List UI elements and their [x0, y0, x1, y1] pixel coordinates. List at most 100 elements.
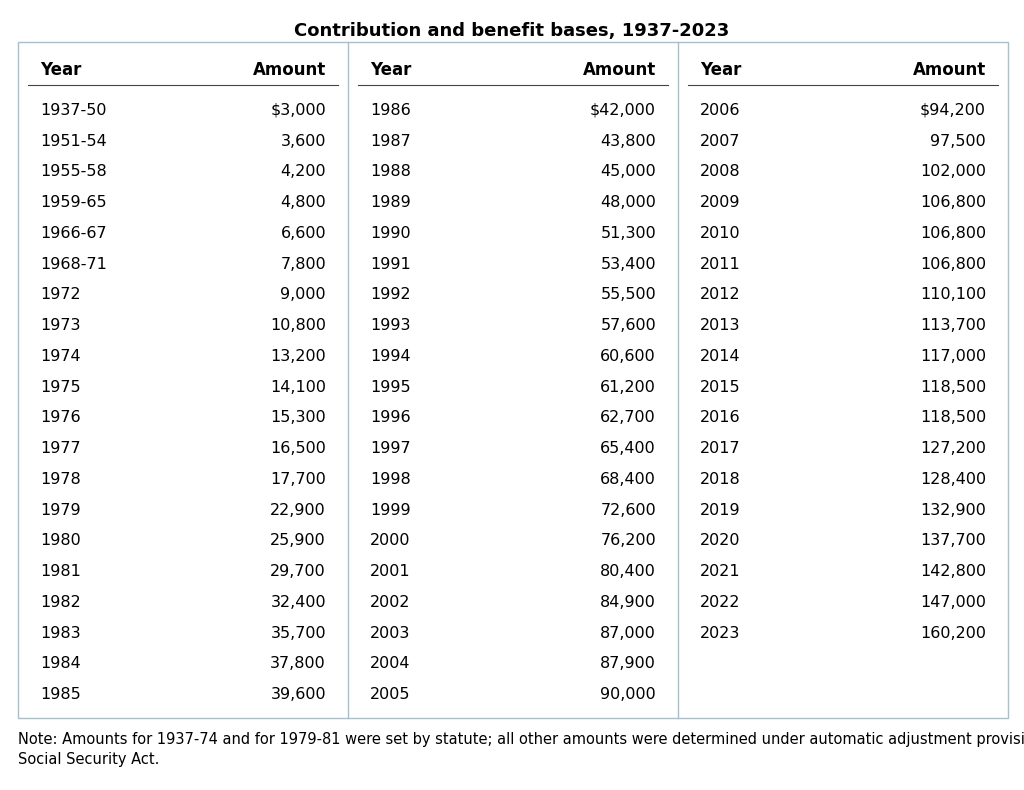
Text: 118,500: 118,500 [920, 380, 986, 395]
Text: 3,600: 3,600 [281, 134, 326, 149]
Text: 2015: 2015 [700, 380, 740, 395]
Text: 32,400: 32,400 [270, 595, 326, 610]
Text: 137,700: 137,700 [921, 533, 986, 548]
Text: 35,700: 35,700 [270, 626, 326, 641]
Text: Amount: Amount [583, 61, 656, 79]
Text: 13,200: 13,200 [270, 349, 326, 364]
Text: 68,400: 68,400 [600, 472, 656, 487]
Text: 43,800: 43,800 [600, 134, 656, 149]
Text: 1968-71: 1968-71 [40, 257, 106, 272]
Text: 84,900: 84,900 [600, 595, 656, 610]
Text: Year: Year [370, 61, 412, 79]
Text: 51,300: 51,300 [600, 226, 656, 241]
Text: $94,200: $94,200 [920, 103, 986, 118]
Text: 1988: 1988 [370, 164, 411, 179]
Text: 4,800: 4,800 [281, 195, 326, 210]
Text: 60,600: 60,600 [600, 349, 656, 364]
Text: 142,800: 142,800 [920, 564, 986, 579]
Text: 1995: 1995 [370, 380, 411, 395]
Text: 1980: 1980 [40, 533, 81, 548]
Text: 1976: 1976 [40, 410, 81, 425]
Text: 1993: 1993 [370, 318, 411, 333]
Text: 37,800: 37,800 [270, 656, 326, 672]
Text: 48,000: 48,000 [600, 195, 656, 210]
Text: 2016: 2016 [700, 410, 740, 425]
Text: 90,000: 90,000 [600, 687, 656, 702]
Text: 22,900: 22,900 [270, 502, 326, 517]
Text: 2008: 2008 [700, 164, 740, 179]
Text: 2005: 2005 [370, 687, 411, 702]
Text: Social Security Act.: Social Security Act. [18, 752, 160, 767]
Text: 113,700: 113,700 [920, 318, 986, 333]
Text: 39,600: 39,600 [270, 687, 326, 702]
Text: 29,700: 29,700 [270, 564, 326, 579]
Text: 160,200: 160,200 [920, 626, 986, 641]
Text: 147,000: 147,000 [920, 595, 986, 610]
Text: 9,000: 9,000 [281, 288, 326, 303]
Text: 53,400: 53,400 [600, 257, 656, 272]
Text: 2010: 2010 [700, 226, 740, 241]
Text: 7,800: 7,800 [281, 257, 326, 272]
Text: $42,000: $42,000 [590, 103, 656, 118]
Text: 132,900: 132,900 [921, 502, 986, 517]
Text: 2023: 2023 [700, 626, 740, 641]
Bar [18, 42, 1008, 718]
Text: 1986: 1986 [370, 103, 411, 118]
Text: 2001: 2001 [370, 564, 411, 579]
Text: 1951-54: 1951-54 [40, 134, 106, 149]
Text: 128,400: 128,400 [920, 472, 986, 487]
Text: 6,600: 6,600 [281, 226, 326, 241]
Text: 2014: 2014 [700, 349, 740, 364]
Text: 1991: 1991 [370, 257, 411, 272]
Text: 110,100: 110,100 [920, 288, 986, 303]
Text: 1987: 1987 [370, 134, 411, 149]
Text: 2002: 2002 [370, 595, 411, 610]
Text: 1937-50: 1937-50 [40, 103, 106, 118]
Text: 1955-58: 1955-58 [40, 164, 106, 179]
Text: 87,900: 87,900 [600, 656, 656, 672]
Text: 2011: 2011 [700, 257, 740, 272]
Text: 1977: 1977 [40, 441, 81, 456]
Text: 1975: 1975 [40, 380, 81, 395]
Text: 1996: 1996 [370, 410, 411, 425]
Text: 1997: 1997 [370, 441, 411, 456]
Text: 10,800: 10,800 [270, 318, 326, 333]
Text: 87,000: 87,000 [600, 626, 656, 641]
Text: 72,600: 72,600 [600, 502, 656, 517]
Text: 45,000: 45,000 [600, 164, 656, 179]
Text: 2013: 2013 [700, 318, 740, 333]
Text: 2022: 2022 [700, 595, 740, 610]
Text: 1983: 1983 [40, 626, 81, 641]
Text: Amount: Amount [253, 61, 326, 79]
Text: Year: Year [700, 61, 741, 79]
Text: 15,300: 15,300 [270, 410, 326, 425]
Text: 1989: 1989 [370, 195, 411, 210]
Text: 106,800: 106,800 [920, 226, 986, 241]
Text: 2021: 2021 [700, 564, 740, 579]
Text: 4,200: 4,200 [281, 164, 326, 179]
Text: 1973: 1973 [40, 318, 81, 333]
Text: 2006: 2006 [700, 103, 740, 118]
Text: Contribution and benefit bases, 1937-2023: Contribution and benefit bases, 1937-202… [294, 22, 730, 40]
Text: 2003: 2003 [370, 626, 411, 641]
Text: 1966-67: 1966-67 [40, 226, 106, 241]
Text: 1984: 1984 [40, 656, 81, 672]
Text: 2018: 2018 [700, 472, 740, 487]
Text: 57,600: 57,600 [600, 318, 656, 333]
Text: 102,000: 102,000 [920, 164, 986, 179]
Text: 1972: 1972 [40, 288, 81, 303]
Text: 117,000: 117,000 [920, 349, 986, 364]
Text: 62,700: 62,700 [600, 410, 656, 425]
Text: 1974: 1974 [40, 349, 81, 364]
Text: 1985: 1985 [40, 687, 81, 702]
Text: 1982: 1982 [40, 595, 81, 610]
Text: Year: Year [40, 61, 81, 79]
Text: 1959-65: 1959-65 [40, 195, 106, 210]
Text: 1998: 1998 [370, 472, 411, 487]
Text: 127,200: 127,200 [920, 441, 986, 456]
Text: $3,000: $3,000 [270, 103, 326, 118]
Text: 1979: 1979 [40, 502, 81, 517]
Text: 106,800: 106,800 [920, 257, 986, 272]
Text: 1981: 1981 [40, 564, 81, 579]
Text: 14,100: 14,100 [270, 380, 326, 395]
